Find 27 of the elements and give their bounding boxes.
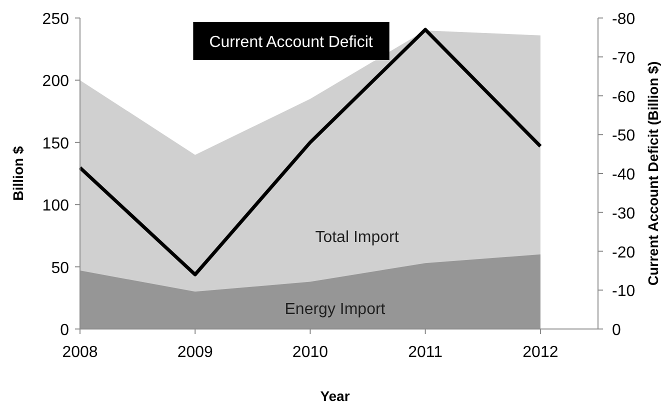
- line-series: [78, 28, 542, 276]
- y2-tick-label: -20: [612, 244, 636, 262]
- x-tick-label: 2008: [62, 344, 98, 361]
- y-tick-label: 200: [42, 73, 70, 90]
- y2-tick-label: -80: [612, 11, 636, 28]
- y2-tick-label: -70: [612, 50, 636, 67]
- y2-tick-label: -10: [612, 283, 636, 300]
- series-label: Current Account Deficit: [209, 34, 374, 51]
- y-tick-label: 250: [42, 11, 70, 28]
- x-tick-label: 2009: [177, 344, 214, 361]
- y-tick-label: 100: [42, 198, 70, 215]
- y2-axis-title: Current Account Deficit (Billion $): [645, 61, 661, 286]
- y-axis-title: Billion $: [10, 146, 26, 201]
- x-tick-label: 2010: [292, 344, 328, 361]
- y-tick-label: 50: [51, 260, 70, 277]
- series-label: Energy Import: [284, 301, 386, 318]
- series-label: Total Import: [315, 229, 400, 246]
- x-axis-title: Year: [320, 388, 350, 404]
- x-tick-label: 2012: [522, 344, 558, 361]
- y2-tick-label: -60: [612, 88, 636, 106]
- y2-tick-label: -40: [612, 166, 636, 184]
- y-tick-label: 0: [60, 322, 70, 339]
- x-tick-label: 2011: [408, 344, 443, 361]
- y-tick-label: 150: [42, 135, 70, 152]
- y2-tick-label: -50: [612, 128, 636, 145]
- y2-tick-label: 0: [612, 322, 621, 339]
- y2-tick-label: -30: [612, 205, 636, 222]
